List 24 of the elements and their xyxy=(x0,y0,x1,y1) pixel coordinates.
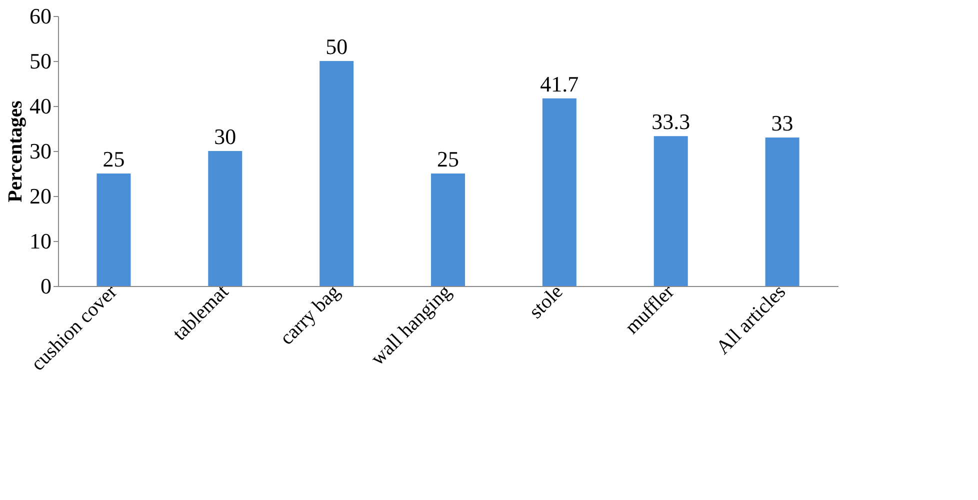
y-tick-label: 10 xyxy=(30,228,52,254)
y-tick-label: 20 xyxy=(30,184,52,208)
x-tick-label: stole xyxy=(524,280,568,323)
y-tick-label: 40 xyxy=(30,94,52,118)
y-axis-title: Percentages xyxy=(4,100,26,202)
y-tick-label: 50 xyxy=(30,48,52,74)
bar xyxy=(96,174,131,286)
data-label: 50 xyxy=(326,34,348,59)
data-label: 25 xyxy=(437,146,459,172)
bar xyxy=(208,151,242,286)
data-label: 33.3 xyxy=(652,109,690,134)
data-label: 30 xyxy=(214,124,236,149)
data-label: 25 xyxy=(102,146,125,172)
bar xyxy=(320,61,354,286)
y-tick-label: 60 xyxy=(30,4,52,28)
bar xyxy=(431,174,465,286)
y-tick-label: 0 xyxy=(40,274,52,298)
y-tick-label: 30 xyxy=(30,138,52,164)
bar xyxy=(654,136,688,286)
bar xyxy=(542,98,576,286)
x-tick-label: carry bag xyxy=(276,280,344,350)
data-label: 41.7 xyxy=(540,71,579,96)
data-label: 33 xyxy=(771,110,794,136)
bar xyxy=(765,138,800,286)
